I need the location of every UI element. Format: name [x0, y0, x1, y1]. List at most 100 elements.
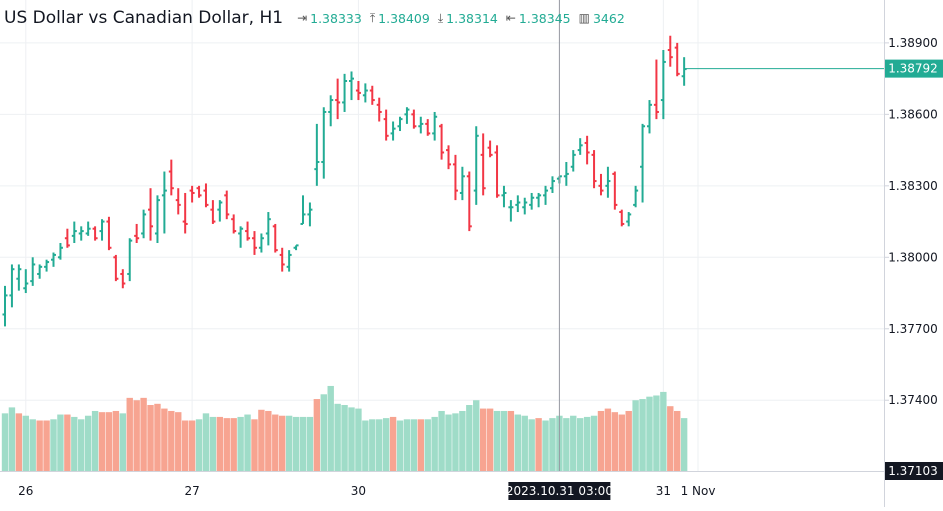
volume-bar [251, 419, 258, 471]
volume-bar [285, 415, 293, 471]
price-tick-label: 1.38900 [888, 36, 938, 50]
ohlc-bar [425, 119, 431, 136]
ohlc-bar [536, 192, 542, 208]
volume-bar [29, 419, 36, 471]
ohlc-bar [633, 185, 639, 208]
volume-bar [313, 399, 321, 471]
volume-bar [493, 410, 501, 471]
ohlc-bar [640, 123, 646, 203]
volume-bar [604, 408, 612, 471]
ohlc-bar [349, 71, 354, 101]
ohlc-bar [515, 195, 521, 213]
open-item: ⇥ 1.38333 [297, 11, 362, 26]
volume-bar [438, 410, 445, 471]
ohlc-bar [16, 264, 22, 291]
ohlc-bar [591, 150, 597, 189]
current-price-badge [885, 59, 943, 78]
ohlc-bar [154, 195, 160, 244]
ohlc-bar [134, 223, 140, 244]
volume-bar [223, 418, 230, 471]
volume-bar [71, 416, 78, 471]
ohlc-bar [369, 85, 375, 105]
ohlc-bar [667, 35, 673, 67]
volume-bar [140, 397, 147, 471]
ohlc-bar [584, 135, 590, 165]
ohlc-bar [376, 97, 382, 122]
ohlc-bar [355, 81, 361, 101]
ohlc-bar [577, 138, 583, 155]
volume-bar [168, 410, 175, 471]
ohlc-bar [148, 188, 154, 241]
volume-bar [653, 395, 660, 471]
volume-bar [362, 420, 369, 471]
ohlc-bar [646, 100, 652, 134]
volume-bar [452, 413, 459, 471]
volume-bar [646, 396, 653, 471]
ohlc-bar [543, 185, 549, 205]
price-tick-label: 1.37700 [888, 322, 938, 336]
ohlc-bar [501, 185, 507, 208]
ohlc-bar [224, 190, 230, 220]
ohlc-bar [626, 212, 632, 227]
volume-bar [680, 418, 688, 471]
ohlc-bar [141, 209, 147, 239]
ohlc-bar [85, 221, 91, 236]
ohlc-layer [2, 35, 687, 327]
price-tick-label: 1.37400 [888, 393, 938, 407]
ohlc-bar [508, 200, 514, 222]
ohlc-bar [605, 166, 611, 198]
ohlc-bar [189, 185, 195, 203]
volume-bar [126, 397, 133, 471]
ohlc-bar [432, 111, 438, 141]
ohlc-bar [570, 150, 576, 172]
open-arrow-icon: ⇥ [297, 11, 308, 25]
ohlc-bar [210, 200, 216, 224]
ohlc-bar [293, 244, 299, 251]
ohlc-bar [674, 42, 680, 77]
open-value: 1.38333 [310, 10, 362, 26]
volume-bar [424, 419, 431, 471]
volume-bar [625, 410, 632, 471]
volume-bar [265, 410, 272, 471]
time-label: 1 Nov [681, 484, 716, 498]
ohlc-bar [251, 231, 257, 255]
volume-bar [84, 415, 92, 471]
volume-bar [583, 416, 591, 471]
ohlc-bar [383, 109, 389, 141]
volume-bar [590, 415, 598, 471]
ohlc-bar [390, 121, 396, 141]
ohlc-bar [681, 57, 687, 86]
ohlc-bar [549, 176, 555, 193]
time-label: 30 [351, 484, 366, 498]
volume-bar [15, 413, 23, 471]
volume-item: ▥ 3462 [579, 11, 625, 26]
ohlc-bar [71, 221, 77, 244]
ohlc-bar [612, 171, 618, 210]
ohlc-bar [660, 50, 666, 120]
time-label: 31 [656, 484, 671, 498]
volume-bar [299, 416, 307, 471]
volume-bar [195, 419, 203, 471]
low-value: 1.38314 [446, 10, 498, 26]
volume-bar [639, 399, 646, 471]
volume-bar [133, 400, 140, 471]
ohlc-bar [161, 171, 167, 234]
ohlc-bar [598, 173, 604, 196]
volume-bar [202, 413, 210, 471]
volume-bar [542, 420, 549, 471]
volume-bar [147, 405, 154, 471]
crosshair-time-label: 2023.10.31 03:00 [506, 484, 613, 498]
ohlc-bar [314, 123, 320, 186]
volume-bar [244, 414, 251, 471]
bottom-price-badge [885, 462, 943, 480]
ohlc-bar [480, 133, 486, 196]
close-arrow-icon: ⇤ [505, 11, 516, 25]
ohlc-bar [619, 209, 625, 227]
volume-value: 3462 [592, 10, 625, 26]
volume-bar [292, 416, 300, 471]
volume-bar [417, 419, 424, 471]
volume-bar [369, 419, 376, 471]
ohlc-bar [120, 269, 126, 289]
